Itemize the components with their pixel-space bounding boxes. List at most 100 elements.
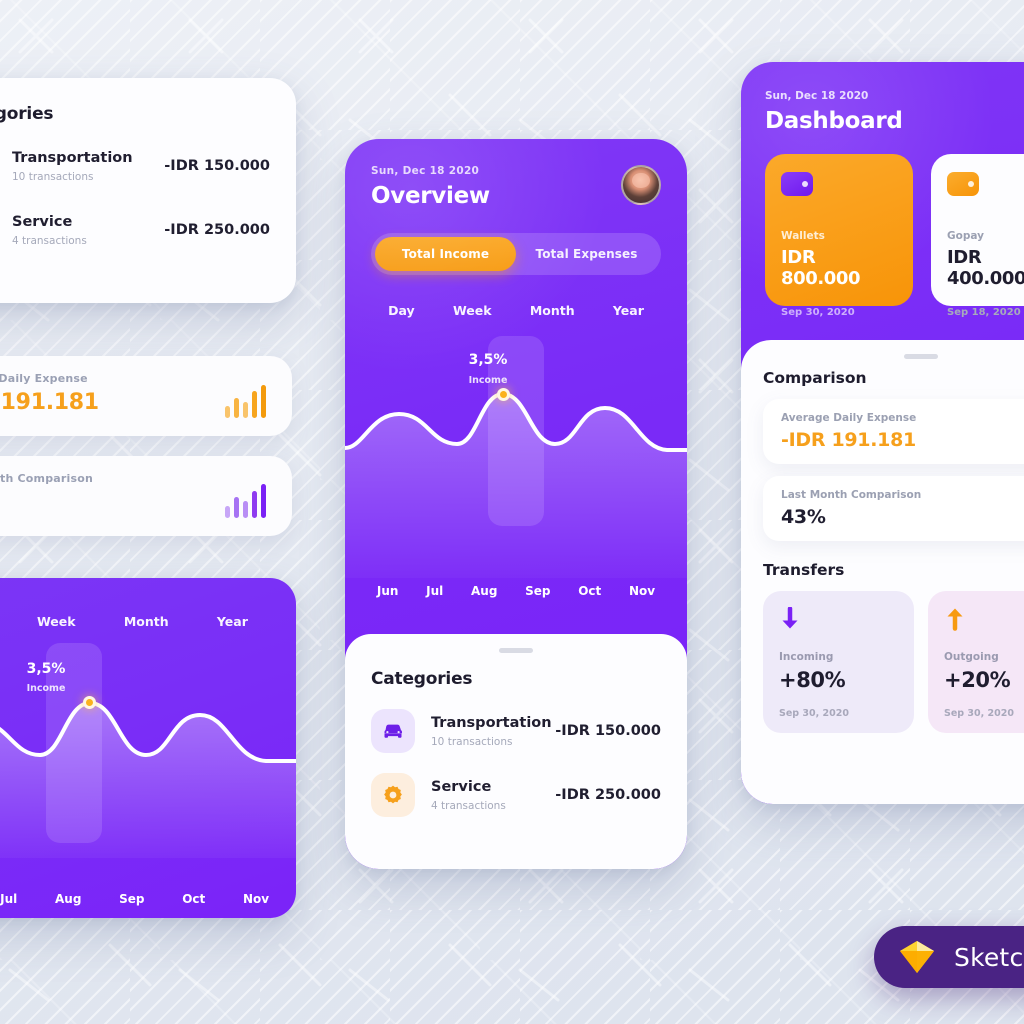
transfer-date: Sep 30, 2020 xyxy=(779,708,849,719)
wallet-name: Wallets xyxy=(781,230,825,242)
month-aug: Aug xyxy=(54,892,82,906)
stat-label: Last Month Comparison xyxy=(0,472,94,485)
category-subtitle: 10 transactions xyxy=(12,170,94,183)
category-name: Service xyxy=(431,778,492,795)
stat-value: -IDR 191.181 xyxy=(0,390,99,415)
month-aug: Aug xyxy=(470,584,498,598)
transfer-value: +20% xyxy=(944,668,1011,692)
month-nov: Nov xyxy=(243,892,270,906)
period-year[interactable]: Year xyxy=(612,303,644,318)
left-chart-svg xyxy=(0,700,296,858)
sketch-diamond-icon xyxy=(900,941,934,973)
category-subtitle: 10 transactions xyxy=(431,735,513,748)
transfer-card-incoming[interactable]: Incoming +80% Sep 30, 2020 xyxy=(763,591,914,733)
chart-tooltip-value: 3,5% xyxy=(26,661,66,677)
month-nov: Nov xyxy=(629,584,656,598)
arrow-up-icon xyxy=(947,608,963,631)
transfer-card-outgoing[interactable]: Outgoing +20% Sep 30, 2020 xyxy=(928,591,1024,733)
month-sep: Sep xyxy=(525,584,551,598)
stat-card-average-daily-expense[interactable]: Average Daily Expense -IDR 191.181 xyxy=(763,399,1024,464)
card-icon xyxy=(781,172,813,196)
month-oct: Oct xyxy=(578,584,602,598)
categories-bottom-sheet: Categories Transportation 10 transaction… xyxy=(345,634,687,869)
header-date: Sun, Dec 18 2020 xyxy=(371,165,480,177)
wallet-amount: IDR 800.000 xyxy=(781,247,861,289)
car-icon xyxy=(371,709,415,753)
stat-value: -IDR 191.181 xyxy=(781,429,916,451)
wallet-card-wallets[interactable]: Wallets IDR 800.000 Sep 30, 2020 xyxy=(765,154,913,318)
period-week[interactable]: Week xyxy=(452,303,492,318)
list-item[interactable]: Service 4 transactions -IDR 250.000 xyxy=(371,773,661,817)
chart-tooltip-label: Income xyxy=(468,375,508,386)
user-avatar[interactable] xyxy=(621,165,661,205)
period-month[interactable]: Month xyxy=(529,303,575,318)
dashboard-bottom-sheet: Comparison Average Daily Expense -IDR 19… xyxy=(741,340,1024,804)
comparison-section-title: Comparison xyxy=(763,369,867,387)
bar-chart-icon xyxy=(225,384,266,418)
right-dashboard-panel: Sun, Dec 18 2020 Dashboard Wallets IDR 8… xyxy=(741,62,1024,804)
stat-value: 43% xyxy=(781,506,826,528)
stat-label: Average Daily Expense xyxy=(781,412,917,424)
center-chart-svg xyxy=(345,391,687,578)
sketch-badge[interactable]: Sketch xyxy=(874,926,1024,988)
category-amount: -IDR 250.000 xyxy=(164,222,270,238)
wallet-amount: IDR 400.000 xyxy=(947,247,1024,289)
category-amount: -IDR 150.000 xyxy=(164,158,270,174)
transfer-label: Incoming xyxy=(779,651,834,663)
chart-highlight-dot xyxy=(83,696,96,709)
wallet-date: Sep 18, 2020 xyxy=(947,307,1021,318)
transfer-label: Outgoing xyxy=(944,651,999,663)
stat-card-last-month-comparison[interactable]: Last Month Comparison 43% xyxy=(763,476,1024,541)
center-area-chart: 3,5% Income xyxy=(345,328,687,578)
month-jul: Jul xyxy=(426,584,444,598)
center-phone-overview: Sun, Dec 18 2020 Overview Total Income T… xyxy=(345,139,687,869)
category-name: Transportation xyxy=(12,149,133,166)
chart-highlight-dot xyxy=(497,388,510,401)
income-expense-toggle[interactable]: Total Income Total Expenses xyxy=(371,233,661,275)
category-subtitle: 4 transactions xyxy=(431,799,506,812)
period-week[interactable]: Week xyxy=(36,614,76,629)
gear-icon xyxy=(371,773,415,817)
tab-total-income[interactable]: Total Income xyxy=(375,237,516,271)
period-year[interactable]: Year xyxy=(216,614,248,629)
drag-handle[interactable] xyxy=(499,648,533,653)
category-name: Service xyxy=(12,213,73,230)
list-item[interactable]: Service 4 transactions -IDR 250.000 xyxy=(0,208,270,252)
transfers-section-title: Transfers xyxy=(763,561,845,579)
list-item[interactable]: Transportation 10 transactions -IDR 150.… xyxy=(371,709,661,753)
left-average-daily-expense-card: Average Daily Expense -IDR 191.181 xyxy=(0,356,292,436)
wallet-card-gopay[interactable]: Gopay IDR 400.000 Sep 18, 2020 xyxy=(931,154,1024,318)
wallet-name: Gopay xyxy=(947,230,984,242)
page-title: Dashboard xyxy=(765,108,1024,134)
drag-handle[interactable] xyxy=(904,354,938,359)
sheet-title: Categories xyxy=(371,669,473,689)
bar-chart-icon xyxy=(225,484,266,518)
header-date: Sun, Dec 18 2020 xyxy=(765,90,1024,102)
transfer-date: Sep 30, 2020 xyxy=(944,708,1014,719)
wallet-date: Sep 30, 2020 xyxy=(781,307,855,318)
category-subtitle: 4 transactions xyxy=(12,234,87,247)
period-month[interactable]: Month xyxy=(123,614,169,629)
left-categories-card: Categories Transportation 10 transaction… xyxy=(0,78,296,303)
stat-label: Last Month Comparison xyxy=(781,489,922,501)
tab-total-expenses[interactable]: Total Expenses xyxy=(535,247,638,261)
sketch-label: Sketch xyxy=(954,942,1024,972)
page-title: Overview xyxy=(371,183,490,209)
month-sep: Sep xyxy=(119,892,145,906)
category-amount: -IDR 250.000 xyxy=(555,787,661,803)
card-icon xyxy=(947,172,979,196)
left-chart-card: Day Week Month Year 3,5% Income xyxy=(0,578,296,918)
stat-label: Average Daily Expense xyxy=(0,372,88,385)
arrow-down-icon xyxy=(782,606,798,629)
category-amount: -IDR 150.000 xyxy=(555,723,661,739)
period-day[interactable]: Day xyxy=(388,303,415,318)
left-categories-title: Categories xyxy=(0,104,54,124)
chart-tooltip-label: Income xyxy=(26,683,66,694)
month-jun: Jun xyxy=(376,584,399,598)
list-item[interactable]: Transportation 10 transactions -IDR 150.… xyxy=(0,144,270,188)
transfer-value: +80% xyxy=(779,668,846,692)
left-last-month-comparison-card: Last Month Comparison 43% xyxy=(0,456,292,536)
month-jul: Jul xyxy=(0,892,18,906)
chart-tooltip-value: 3,5% xyxy=(468,352,508,368)
month-oct: Oct xyxy=(182,892,206,906)
